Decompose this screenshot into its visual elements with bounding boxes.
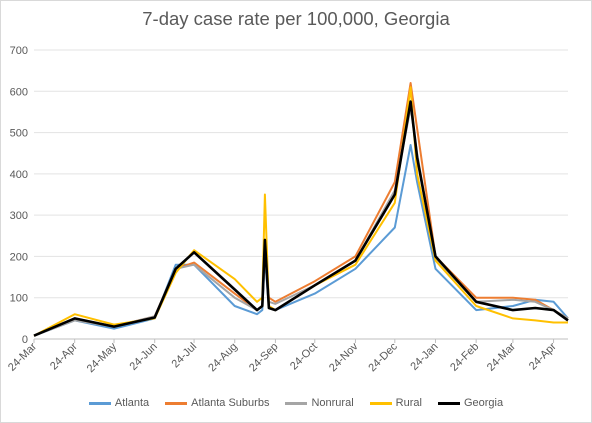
legend-label: Rural bbox=[395, 397, 422, 409]
y-tick-label: 600 bbox=[10, 86, 28, 98]
x-tick-label: 24-May bbox=[85, 340, 120, 375]
x-tick-label: 24-Nov bbox=[327, 340, 361, 374]
legend-swatch bbox=[88, 401, 111, 405]
x-tick-label: 24-Oct bbox=[288, 341, 320, 373]
y-tick-label: 0 bbox=[22, 334, 28, 346]
y-tick-label: 100 bbox=[10, 293, 28, 305]
legend-item: Rural bbox=[369, 397, 422, 409]
legend-label: Atlanta bbox=[114, 397, 150, 409]
y-tick-label: 500 bbox=[10, 128, 28, 140]
y-tick-label: 400 bbox=[10, 169, 28, 181]
x-tick-label: 24-Apr bbox=[527, 340, 559, 372]
x-tick-label: 24-Jul bbox=[170, 341, 200, 371]
legend-item: Nonrural bbox=[285, 397, 354, 409]
legend-swatch bbox=[437, 401, 460, 405]
y-tick-label: 300 bbox=[10, 210, 28, 222]
chart-title: 7-day case rate per 100,000, Georgia bbox=[142, 8, 450, 29]
x-tick-label: 24-Dec bbox=[366, 340, 400, 374]
x-tick-label: 24-Mar bbox=[485, 340, 518, 373]
y-tick-label: 200 bbox=[10, 251, 28, 263]
x-tick-label: 24-Aug bbox=[206, 341, 240, 375]
x-tick-label: 24-Sep bbox=[247, 341, 281, 375]
legend-label: Atlanta Suburbs bbox=[191, 397, 270, 409]
x-tick-label: 24-Apr bbox=[48, 340, 80, 372]
y-tick-label: 700 bbox=[10, 45, 28, 57]
legend-swatch bbox=[165, 401, 188, 405]
x-tick-label: 24-Jun bbox=[128, 341, 160, 373]
legend-item: Georgia bbox=[437, 397, 504, 409]
x-tick-label: 24-Jan bbox=[408, 341, 440, 373]
chart-legend: Atlanta Atlanta Suburbs Nonrural Rural Georg… bbox=[0, 397, 592, 409]
x-tick-label: 24-Feb bbox=[448, 341, 481, 374]
legend-label: Georgia bbox=[463, 397, 504, 409]
series-line-georgia bbox=[33, 100, 569, 337]
legend-label: Nonrural bbox=[311, 397, 354, 409]
legend-swatch bbox=[369, 401, 392, 405]
series-line-nonrural bbox=[33, 106, 569, 337]
legend-item: Atlanta Suburbs bbox=[165, 397, 269, 409]
legend-item: Atlanta bbox=[88, 397, 150, 409]
legend-swatch bbox=[285, 401, 308, 405]
